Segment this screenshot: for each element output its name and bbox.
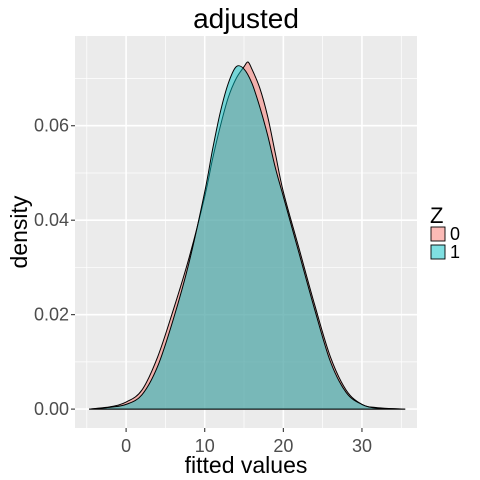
y-tick-label: 0.02 <box>34 305 69 325</box>
legend: Z 01 <box>430 203 460 262</box>
x-tick-label: 0 <box>121 436 131 456</box>
y-axis-title: density <box>6 195 32 268</box>
legend-label-series-0: 0 <box>450 224 460 244</box>
legend-key-series-0 <box>430 226 446 242</box>
density-area-series-1 <box>89 65 406 410</box>
x-tick-label: 10 <box>195 436 215 456</box>
y-tick-label: 0.06 <box>34 116 69 136</box>
legend-label-series-1: 1 <box>450 242 460 262</box>
series-layer <box>89 61 406 410</box>
legend-items: 01 <box>430 224 460 262</box>
x-tick-label: 30 <box>352 436 372 456</box>
y-tick-label: 0.00 <box>34 399 69 419</box>
chart-title: adjusted <box>193 3 299 34</box>
y-axis-ticks: 0.00 0.02 0.04 0.06 <box>34 116 75 419</box>
y-tick-label: 0.04 <box>34 210 69 230</box>
x-tick-label: 20 <box>273 436 293 456</box>
legend-key-series-1 <box>430 244 446 260</box>
x-axis-title: fitted values <box>185 452 308 478</box>
legend-title: Z <box>430 203 443 228</box>
x-axis-ticks: 0 10 20 30 <box>121 428 372 456</box>
